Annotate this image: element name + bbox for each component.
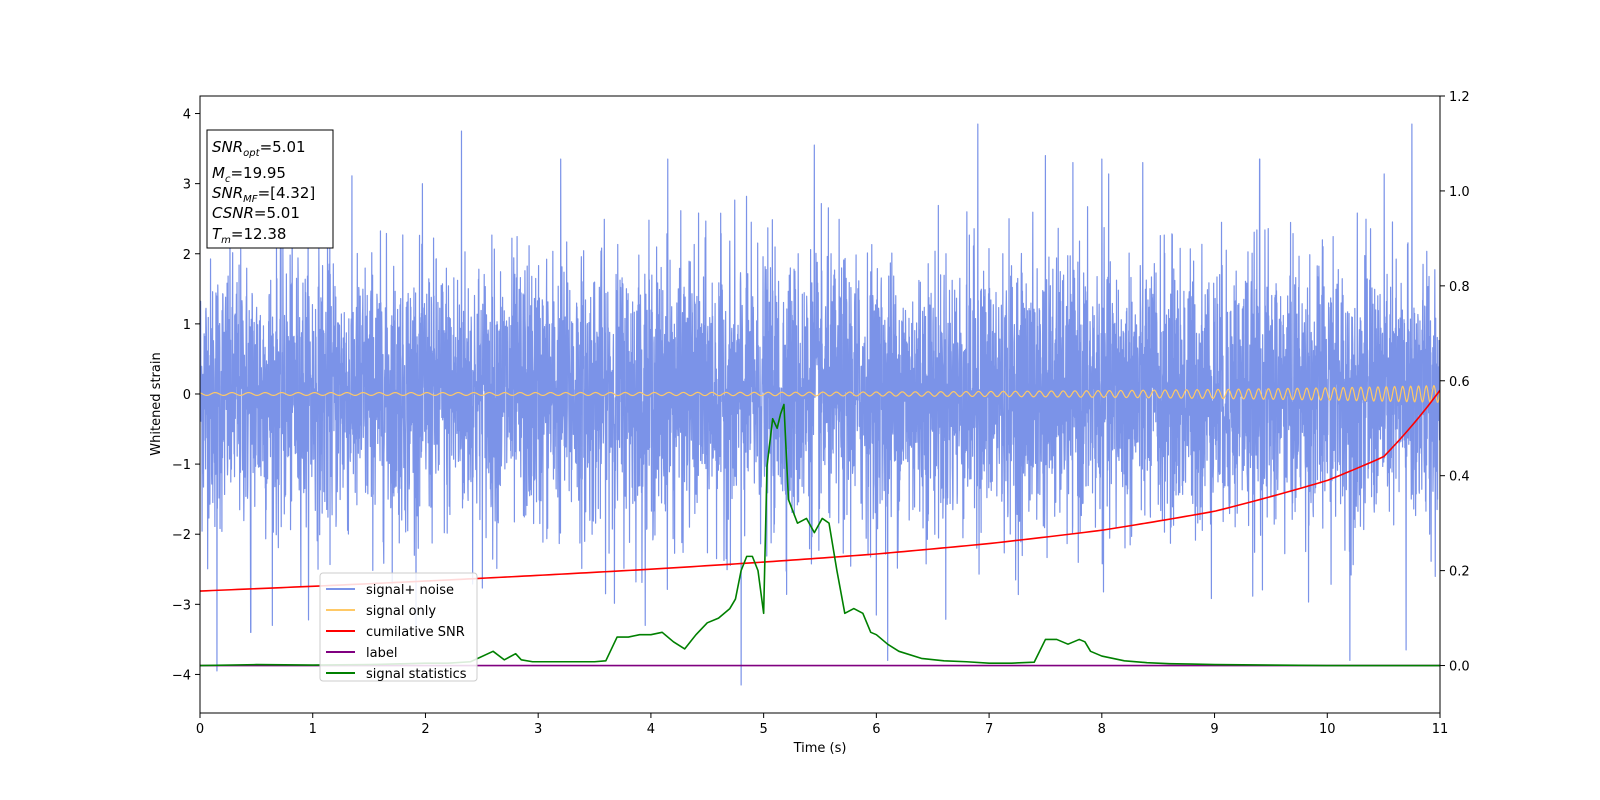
legend-label: label bbox=[366, 646, 397, 661]
legend-label: signal+ noise bbox=[366, 583, 454, 598]
legend-label: cumilative SNR bbox=[366, 625, 465, 640]
y-left-tick-label: 2 bbox=[183, 248, 191, 263]
y-right-tick-label: 0.8 bbox=[1449, 280, 1470, 295]
x-tick-label: 11 bbox=[1432, 722, 1449, 737]
x-tick-label: 3 bbox=[534, 722, 542, 737]
y-right-tick-label: 1.0 bbox=[1449, 185, 1470, 200]
x-tick-label: 0 bbox=[196, 722, 204, 737]
x-tick-label: 1 bbox=[309, 722, 317, 737]
legend: signal+ noise signal only cumilative SNR la… bbox=[319, 572, 478, 682]
legend-label: signal only bbox=[366, 604, 436, 619]
x-tick-label: 9 bbox=[1210, 722, 1218, 737]
y-left-tick-label: 4 bbox=[183, 108, 191, 123]
y-right-tick-label: 1.2 bbox=[1449, 90, 1470, 105]
info-csnr: CSNR=5.01 bbox=[212, 204, 300, 222]
legend-label: signal statistics bbox=[366, 667, 467, 682]
info-box-frame bbox=[206, 129, 334, 249]
legend-item-signal-noise: signal+ noise bbox=[326, 583, 454, 598]
signal-only-line bbox=[200, 384, 1440, 404]
y-right-tick-label: 0.0 bbox=[1449, 660, 1470, 675]
legend-item-label: label bbox=[326, 646, 397, 661]
info-tm: Tm=12.38 bbox=[212, 225, 286, 246]
x-tick-label: 7 bbox=[985, 722, 993, 737]
y-right-tick-label: 0.4 bbox=[1449, 470, 1470, 485]
legend-frame bbox=[319, 572, 478, 682]
x-tick-label: 5 bbox=[759, 722, 767, 737]
x-tick-label: 10 bbox=[1319, 722, 1336, 737]
x-tick-label: 6 bbox=[872, 722, 880, 737]
x-tick-label: 4 bbox=[647, 722, 655, 737]
y-right-tick-label: 0.6 bbox=[1449, 375, 1470, 390]
info-box: SNRopt=5.01 Mc=19.95 SNRMF=[4.32] CSNR=5… bbox=[206, 129, 334, 249]
legend-item-signal-statistics: signal statistics bbox=[326, 667, 467, 682]
y-left-tick-label: −4 bbox=[172, 668, 191, 683]
y-right-tick-label: 0.2 bbox=[1449, 565, 1470, 580]
info-snr-mf: SNRMF=[4.32] bbox=[212, 184, 315, 205]
info-mc: Mc=19.95 bbox=[212, 164, 286, 185]
y-left-tick-label: −3 bbox=[172, 598, 191, 613]
y-left-tick-label: 3 bbox=[183, 178, 191, 193]
x-tick-label: 2 bbox=[421, 722, 429, 737]
axes-frame bbox=[199, 95, 1441, 714]
y-left-tick-label: 0 bbox=[183, 388, 191, 403]
y-left-tick-label: −1 bbox=[172, 458, 191, 473]
y-axis-left-label: Whitened strain bbox=[149, 352, 164, 455]
signal-noise-line bbox=[200, 123, 1440, 686]
signal-statistics-layer bbox=[200, 403, 1440, 667]
y-left-tick-label: 1 bbox=[183, 318, 191, 333]
y-left-tick-label: −2 bbox=[172, 528, 191, 543]
x-axis: 0 1 2 3 4 5 6 7 8 9 10 11 bbox=[196, 713, 1448, 737]
y-axis-left: −4 −3 −2 −1 0 1 2 3 4 bbox=[172, 108, 200, 683]
y-axis-right: 0.0 0.2 0.4 0.6 0.8 1.0 1.2 bbox=[1440, 90, 1470, 675]
x-axis-label: Time (s) bbox=[793, 741, 847, 756]
x-tick-label: 8 bbox=[1098, 722, 1106, 737]
signal-only-layer bbox=[200, 384, 1440, 404]
legend-item-signal-only: signal only bbox=[326, 604, 436, 619]
signal-noise-layer bbox=[200, 123, 1440, 686]
legend-item-cumulative-snr: cumilative SNR bbox=[326, 625, 465, 640]
signal-statistics-line bbox=[200, 403, 1440, 667]
info-snr-opt: SNRopt=5.01 bbox=[212, 138, 306, 159]
